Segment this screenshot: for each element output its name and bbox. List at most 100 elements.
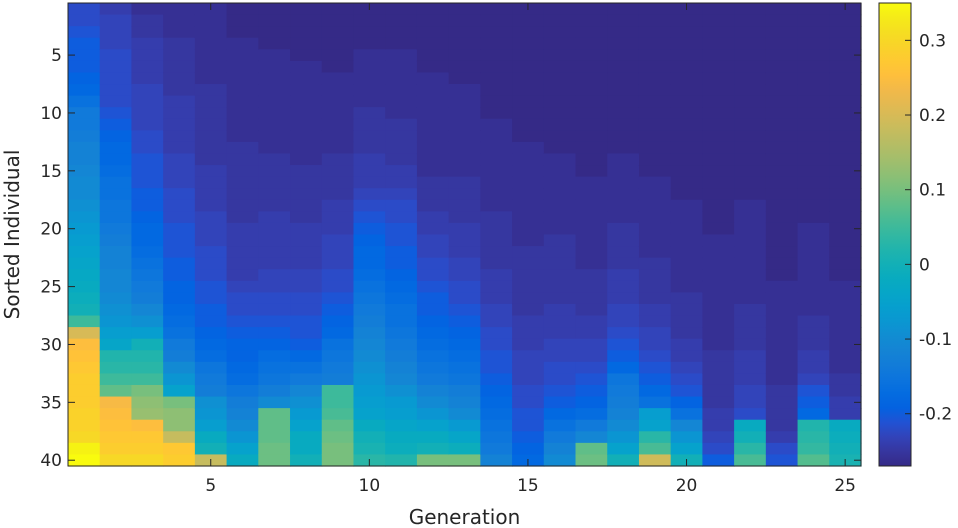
heatmap-cell	[68, 49, 101, 62]
heatmap-cell	[226, 303, 259, 317]
heatmap-cell	[797, 327, 830, 340]
heatmap-cell	[68, 26, 101, 39]
heatmap-cell	[131, 49, 164, 62]
heatmap-cell	[385, 431, 418, 444]
heatmap-cell	[765, 303, 799, 317]
heatmap-cell	[829, 118, 862, 131]
heatmap-cell	[448, 431, 481, 444]
heatmap-cell	[638, 384, 672, 398]
heatmap-cell	[543, 280, 577, 293]
heatmap-cell	[258, 3, 291, 16]
heatmap-cell	[575, 199, 608, 212]
heatmap-cell	[670, 280, 703, 293]
heatmap-cell	[765, 176, 799, 189]
heatmap-cell	[575, 361, 608, 374]
heatmap-cell	[353, 222, 386, 236]
heatmap-cell	[607, 315, 640, 328]
heatmap-cell	[99, 60, 133, 74]
heatmap-cell	[670, 384, 703, 398]
heatmap-cell	[416, 315, 450, 328]
heatmap-cell	[321, 350, 355, 363]
heatmap-cell	[194, 373, 228, 386]
heatmap-cell	[99, 408, 133, 421]
heatmap-cell	[797, 60, 830, 74]
heatmap-cell	[416, 408, 450, 421]
heatmap-cell	[765, 350, 799, 363]
heatmap-cell	[131, 72, 164, 85]
heatmap-cell	[829, 153, 862, 166]
heatmap-cell	[258, 292, 291, 305]
heatmap-cell	[385, 118, 418, 131]
heatmap-cell	[290, 408, 323, 421]
heatmap-cell	[765, 188, 799, 201]
heatmap-cell	[226, 3, 259, 16]
heatmap-cell	[290, 60, 323, 74]
heatmap-cell	[131, 3, 164, 16]
heatmap-cell	[226, 269, 259, 282]
heatmap-cell	[607, 373, 640, 386]
heatmap-cell	[734, 292, 767, 305]
heatmap-cell	[829, 95, 862, 108]
heatmap-cell	[702, 315, 735, 328]
heatmap-cell	[480, 327, 513, 340]
heatmap-cell	[321, 419, 355, 432]
heatmap-cell	[765, 280, 799, 293]
heatmap-cell	[543, 431, 577, 444]
heatmap-cell	[416, 234, 450, 247]
heatmap-cell	[638, 3, 672, 16]
heatmap-cell	[163, 130, 196, 143]
heatmap-cell	[163, 350, 196, 363]
heatmap-cell	[797, 222, 830, 236]
heatmap-cell	[797, 350, 830, 363]
heatmap-cell	[575, 60, 608, 74]
heatmap-cell	[480, 338, 513, 351]
heatmap-cell	[638, 95, 672, 108]
heatmap-cell	[194, 419, 228, 432]
heatmap-cell	[829, 431, 862, 444]
heatmap-cell	[512, 269, 545, 282]
heatmap-cell	[575, 26, 608, 39]
heatmap-cell	[448, 408, 481, 421]
heatmap-cell	[480, 361, 513, 374]
heatmap-cell	[448, 280, 481, 293]
heatmap-cell	[131, 84, 164, 97]
heatmap-cell	[68, 408, 101, 421]
heatmap-cell	[638, 419, 672, 432]
heatmap-cell	[670, 130, 703, 143]
heatmap-cell	[321, 361, 355, 374]
heatmap-cell	[194, 49, 228, 62]
heatmap-cell	[575, 95, 608, 108]
heatmap-cell	[638, 165, 672, 178]
heatmap-cell	[797, 280, 830, 293]
heatmap-cell	[702, 84, 735, 97]
heatmap-cell	[416, 211, 450, 224]
heatmap-cell	[290, 315, 323, 328]
heatmap-cell	[543, 350, 577, 363]
heatmap-cell	[321, 60, 355, 74]
heatmap-cell	[131, 257, 164, 270]
heatmap-cell	[607, 60, 640, 74]
heatmap-cell	[829, 315, 862, 328]
heatmap-cell	[512, 84, 545, 97]
heatmap-cell	[68, 141, 101, 155]
heatmap-cell	[543, 396, 577, 409]
heatmap-cell	[416, 107, 450, 120]
heatmap-cell	[163, 269, 196, 282]
heatmap-cell	[734, 118, 767, 131]
heatmap-cell	[99, 37, 133, 50]
heatmap-cell	[290, 211, 323, 224]
heatmap-cell	[416, 199, 450, 212]
heatmap-cell	[670, 153, 703, 166]
heatmap-cell	[68, 373, 101, 386]
heatmap-cell	[321, 442, 355, 456]
heatmap-cell	[68, 257, 101, 270]
heatmap-cell	[226, 165, 259, 178]
heatmap-cell	[448, 107, 481, 120]
heatmap-cell	[543, 3, 577, 16]
heatmap-cell	[543, 188, 577, 201]
heatmap-cell	[734, 454, 767, 467]
heatmap-cell	[607, 234, 640, 247]
heatmap-cell	[194, 199, 228, 212]
heatmap-cell	[734, 280, 767, 293]
heatmap-cell	[797, 165, 830, 178]
